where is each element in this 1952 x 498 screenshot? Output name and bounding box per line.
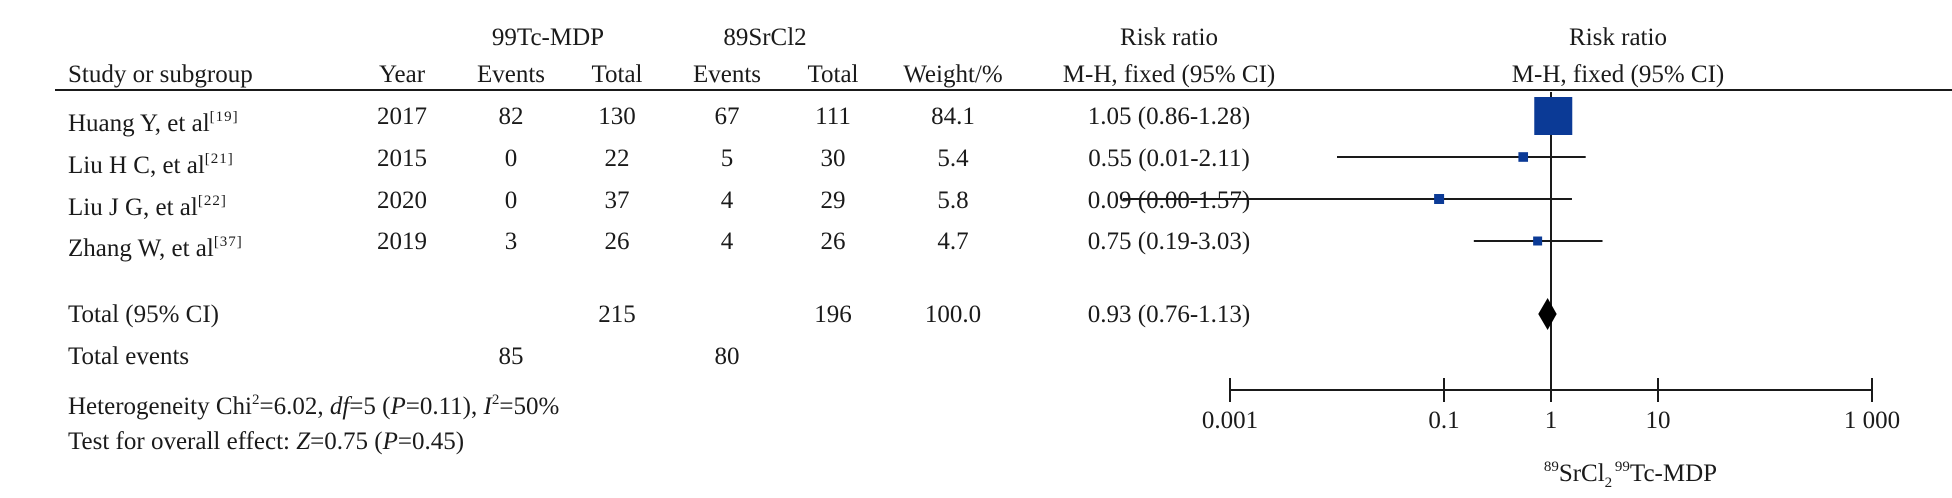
x-tick-label: 1: [1545, 407, 1558, 434]
col-events2-header: Events: [692, 61, 762, 88]
total-events2: 80: [714, 343, 740, 370]
total-rr: 0.93 (0.76-1.13): [1087, 301, 1251, 328]
study-year: 2019: [377, 228, 427, 255]
study-total1: 26: [604, 228, 630, 255]
study-marker: [1534, 97, 1573, 135]
total-total1: 215: [598, 301, 636, 328]
overall-effect-text: Test for overall effect: Z=0.75 (P=0.45): [68, 428, 465, 455]
study-events2: 5: [720, 145, 734, 172]
x-tick-label: 0.1: [1428, 407, 1459, 434]
study-marker: [1533, 236, 1543, 246]
study-rr: 0.55 (0.01-2.11): [1088, 145, 1250, 172]
study-total1: 37: [604, 187, 630, 214]
study-year: 2020: [377, 187, 427, 214]
plot-subtitle: M-H, fixed (95% CI): [1511, 61, 1725, 88]
col-rr-header: M-H, fixed (95% CI): [1062, 61, 1276, 88]
total-label: Total (95% CI): [68, 301, 219, 328]
axis-right-label: 99Tc-MDP: [1614, 459, 1718, 487]
col-year-header: Year: [378, 61, 426, 88]
study-weight: 5.8: [937, 187, 969, 214]
col-events1-header: Events: [476, 61, 546, 88]
study-weight: 4.7: [937, 228, 969, 255]
study-marker: [1434, 194, 1445, 204]
study-total1: 130: [598, 103, 636, 130]
total-events-label: Total events: [68, 343, 190, 370]
group1-header: 99Tc-MDP: [491, 24, 605, 51]
study-weight: 5.4: [937, 145, 969, 172]
total-weight: 100.0: [924, 301, 982, 328]
study-rr: 0.75 (0.19-3.03): [1087, 228, 1251, 255]
group2-header: 89SrCl2: [723, 24, 807, 51]
col-total2-header: Total: [807, 61, 859, 88]
study-total2: 29: [820, 187, 846, 214]
study-year: 2015: [377, 145, 427, 172]
study-total2: 111: [815, 103, 851, 130]
study-events2: 4: [720, 228, 734, 255]
total-events1: 85: [498, 343, 524, 370]
col-study-header: Study or subgroup: [68, 61, 253, 88]
col-total1-header: Total: [591, 61, 643, 88]
total-total2: 196: [814, 301, 852, 328]
study-events1: 0: [504, 187, 518, 214]
header-rule: [55, 89, 1952, 91]
study-rr: 0.09 (0.00-1.57): [1087, 187, 1251, 214]
study-name: Liu J G, et al[22]: [68, 193, 227, 221]
x-tick-label: 1 000: [1844, 407, 1900, 434]
pooled-diamond: [1538, 298, 1557, 330]
study-year: 2017: [377, 103, 427, 130]
study-events1: 3: [504, 228, 518, 255]
study-events2: 4: [720, 187, 734, 214]
study-events1: 0: [504, 145, 518, 172]
study-rr: 1.05 (0.86-1.28): [1087, 103, 1251, 130]
study-events1: 82: [498, 103, 524, 130]
study-name: Zhang W, et al[37]: [68, 234, 243, 262]
plot-title: Risk ratio: [1569, 24, 1667, 51]
x-tick-label: 0.001: [1202, 407, 1258, 434]
axis-left-label: 89SrCl2: [1543, 459, 1613, 491]
study-total1: 22: [604, 145, 630, 172]
study-total2: 30: [820, 145, 846, 172]
study-events2: 67: [714, 103, 740, 130]
col-weight-header: Weight/%: [903, 61, 1003, 88]
study-name: Liu H C, et al[21]: [68, 151, 234, 179]
x-tick-label: 10: [1646, 407, 1671, 434]
forest-plot: 0.001 0.1 1 10 1 000: [1123, 92, 1900, 434]
heterogeneity-text: Heterogeneity Chi2=6.02, df=5 (P=0.11), …: [68, 392, 560, 420]
study-marker: [1518, 152, 1529, 162]
study-name: Huang Y, et al[19]: [68, 109, 239, 137]
study-weight: 84.1: [931, 103, 975, 130]
study-total2: 26: [820, 228, 846, 255]
risk-ratio-header: Risk ratio: [1120, 24, 1218, 51]
